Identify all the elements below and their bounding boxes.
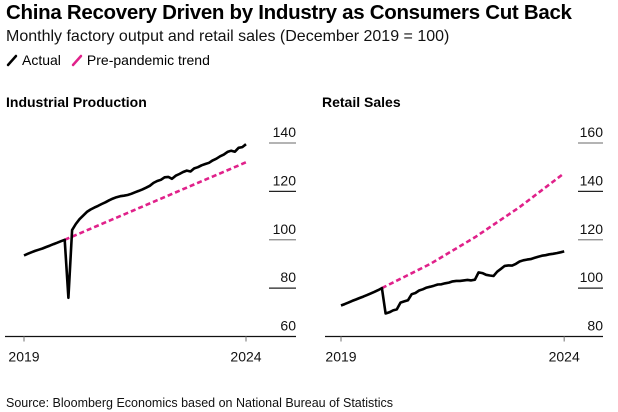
actual-series-line	[340, 250, 565, 315]
y-tick-label: 100	[273, 221, 297, 237]
x-tick-label: 2024	[549, 349, 580, 365]
y-tick-label: 100	[580, 269, 604, 285]
trend-series-line	[64, 161, 247, 241]
panel-title-industrial: Industrial Production	[6, 94, 147, 110]
y-tick-label: 60	[280, 318, 296, 334]
y-tick-label: 140	[273, 124, 297, 140]
industrial-production-chart: 60 80 100 120 140 2019 2024	[5, 124, 296, 365]
trend-line-swatch-icon	[71, 54, 83, 67]
x-tick-label: 2019	[8, 349, 39, 365]
legend-label-actual: Actual	[22, 52, 61, 68]
panel-title-retail: Retail Sales	[322, 94, 401, 110]
trend-series-line	[381, 172, 565, 290]
legend-item-actual: Actual	[6, 52, 61, 68]
chart-title: China Recovery Driven by Industry as Con…	[6, 1, 572, 24]
y-tick-label: 80	[280, 269, 296, 285]
y-tick-label: 160	[580, 124, 604, 140]
legend: Actual Pre-pandemic trend	[6, 52, 220, 68]
y-tick-label: 140	[580, 172, 604, 188]
retail-sales-chart: 80 100 120 140 160 2019 2024	[325, 124, 603, 365]
y-tick-label: 120	[273, 172, 297, 188]
y-tick-label: 120	[580, 221, 604, 237]
chart-subtitle: Monthly factory output and retail sales …	[6, 28, 450, 45]
y-tick-label: 80	[587, 318, 603, 334]
source-note: Source: Bloomberg Economics based on Nat…	[6, 396, 394, 410]
x-tick-label: 2024	[230, 349, 261, 365]
actual-line-swatch-icon	[6, 54, 18, 67]
legend-label-trend: Pre-pandemic trend	[86, 52, 210, 68]
legend-item-trend: Pre-pandemic trend	[71, 52, 210, 68]
actual-series-line	[23, 143, 247, 300]
x-tick-label: 2019	[325, 349, 356, 365]
